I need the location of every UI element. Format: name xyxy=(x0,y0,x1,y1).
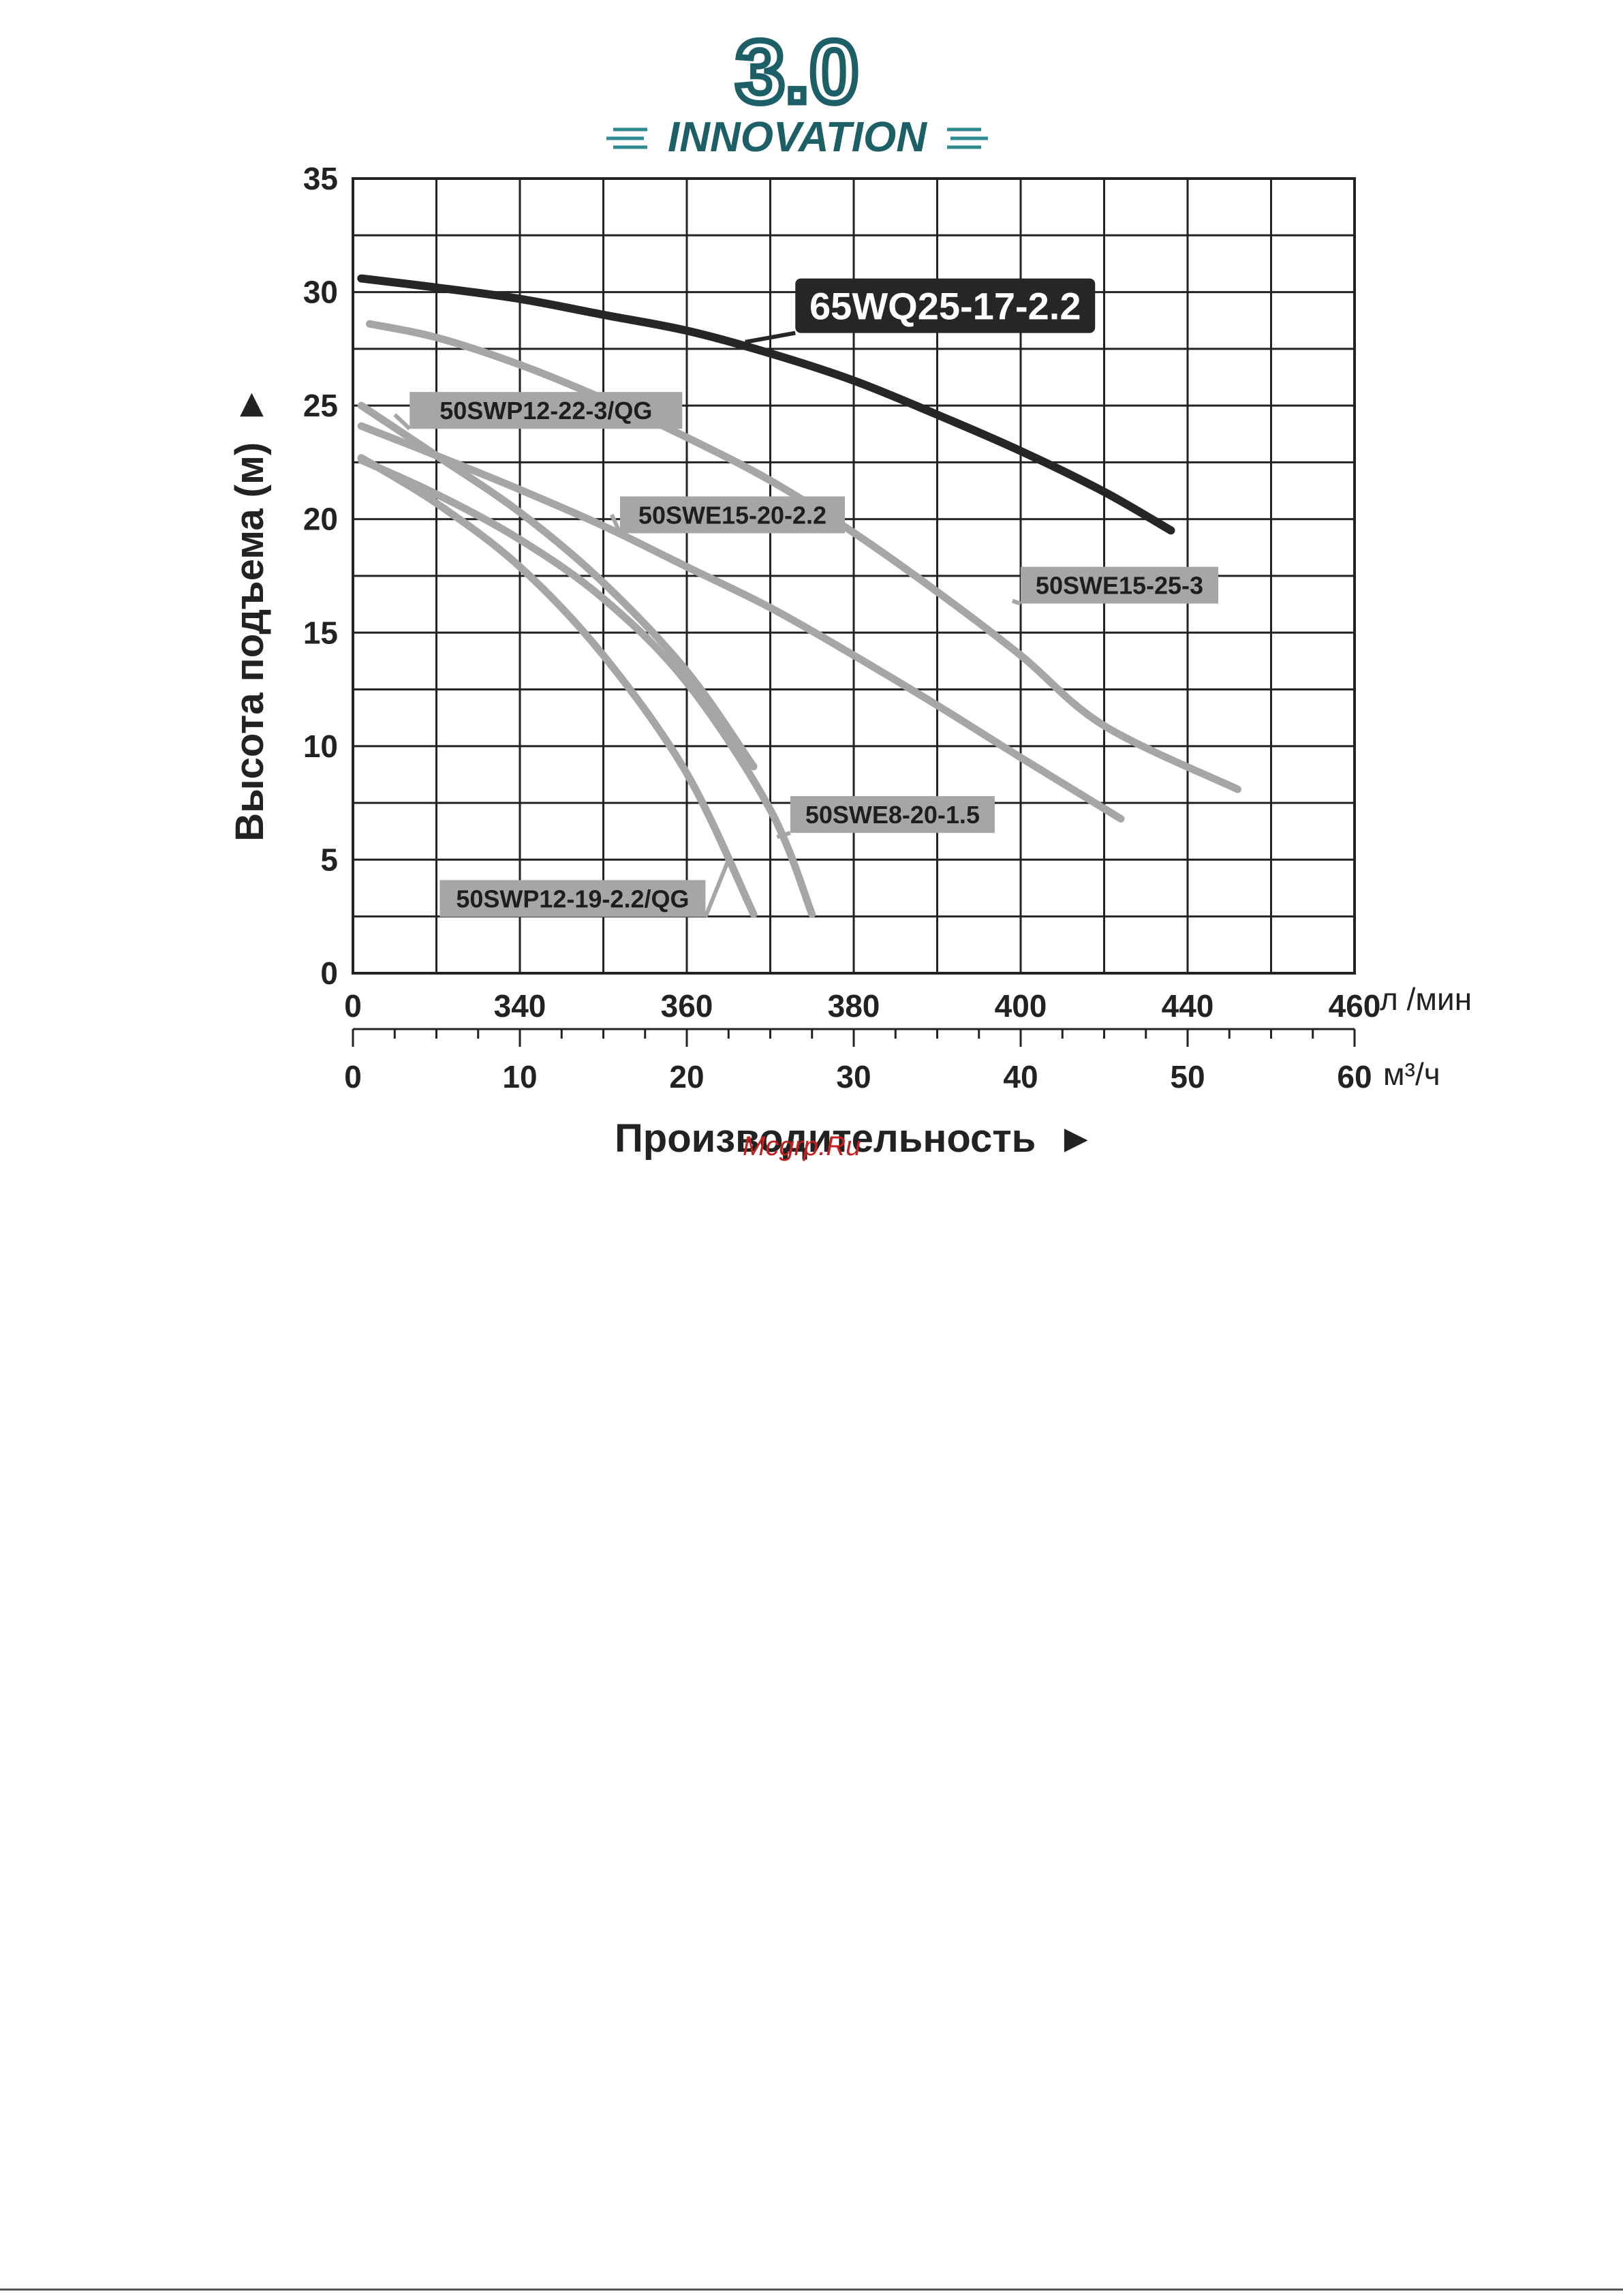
plot-frame xyxy=(352,177,1356,975)
logo-top-text: 3.0 xyxy=(736,27,859,121)
y-tick-label: 25 xyxy=(303,388,338,423)
x-tick-label-m3h: 10 xyxy=(502,1059,537,1095)
curve-label: 50SWE8-20-1.5 xyxy=(776,796,995,839)
series-line xyxy=(366,320,1241,793)
y-axis-title: Высота подъема (м) ► xyxy=(228,385,272,842)
brand-logo: 3.0 INNOVATION xyxy=(606,27,988,157)
series-line xyxy=(357,401,758,771)
curve-label-text: 50SWE15-20-2.2 xyxy=(638,501,826,529)
curve-label-leader xyxy=(745,331,796,344)
x-tick-label-m3h: 20 xyxy=(669,1059,704,1095)
x-tick-label-m3h: 0 xyxy=(344,1059,362,1095)
curve-label-text: 50SWP12-19-2.2/QG xyxy=(456,885,689,913)
series-line xyxy=(357,422,1125,823)
y-tick-label: 0 xyxy=(320,955,338,991)
pump-performance-chart: 65WQ25-17-2.2 50SWE15-25-3 50SWE15-20-2.2 5… xyxy=(228,161,1472,1161)
logo-bottom-text: INNOVATION xyxy=(668,114,927,157)
curve-label-leader xyxy=(703,859,731,918)
x-axis-title: Производительность ► xyxy=(615,1116,1096,1161)
y-axis-title-arrow: ► xyxy=(228,385,272,424)
curve-label: 50SWP12-22-3/QG xyxy=(393,392,683,431)
curve-label: 50SWE15-25-3 xyxy=(1011,566,1218,606)
curve-label-text: 50SWE8-20-1.5 xyxy=(805,801,980,829)
curve-label-leader xyxy=(610,513,622,534)
svg-text:Высота подъема (м) ►: Высота подъема (м) ► xyxy=(228,385,272,842)
series-line xyxy=(357,454,758,918)
x-tick-label-lmin: 400 xyxy=(995,988,1047,1024)
x-tick-label-lmin: 360 xyxy=(661,988,713,1024)
logo-speed-lines xyxy=(606,127,988,149)
x-tick-label-lmin: 460 xyxy=(1329,988,1381,1024)
x-axis-title-text: Производительность xyxy=(615,1116,1036,1161)
x-tick-label-lmin: 440 xyxy=(1162,988,1214,1024)
curve-label-leader xyxy=(393,413,412,431)
watermark: Mcgrp.Ru xyxy=(743,1131,861,1161)
curve-labels: 65WQ25-17-2.2 50SWE15-25-3 50SWE15-20-2.2 5… xyxy=(393,278,1218,918)
curve-label-box xyxy=(409,392,683,429)
x-tick-label-m3h: 30 xyxy=(836,1059,871,1095)
y-tick-label: 15 xyxy=(303,615,338,650)
series-line xyxy=(357,456,816,918)
curve-label: 50SWE15-20-2.2 xyxy=(610,496,845,534)
x-tick-label-lmin: 0 xyxy=(344,988,362,1024)
curve-label-box xyxy=(439,880,706,917)
curve-label-box xyxy=(620,496,845,534)
curve-label: 65WQ25-17-2.2 xyxy=(745,278,1096,344)
x-unit-secondary: л /мин xyxy=(1380,981,1472,1017)
page-bottom-rule xyxy=(0,2289,1623,2291)
x-tick-label-lmin: 340 xyxy=(494,988,546,1024)
x-tick-label-lmin: 380 xyxy=(828,988,880,1024)
x-axis-title-arrow: ► xyxy=(1056,1116,1095,1161)
y-tick-label: 20 xyxy=(303,502,338,537)
y-tick-label: 5 xyxy=(320,842,338,877)
y-tick-label: 10 xyxy=(303,729,338,764)
curve-label-text: 50SWP12-22-3/QG xyxy=(439,397,652,425)
chart-axes: 0 5 10 15 20 25 30 35 0 340 360 380 400 440 460 0 10 20 30… xyxy=(303,161,1381,1095)
curve-label: 50SWP12-19-2.2/QG xyxy=(439,859,731,918)
y-tick-label: 35 xyxy=(303,161,338,196)
curve-label-box xyxy=(1021,566,1218,604)
curve-label-box xyxy=(795,278,1096,333)
curve-label-box xyxy=(790,796,995,833)
chart-curves xyxy=(357,274,1241,918)
y-axis-title-text: Высота подъема (м) xyxy=(228,442,272,842)
curve-label-text: 65WQ25-17-2.2 xyxy=(809,285,1081,328)
x-unit-primary: м³/ч xyxy=(1383,1056,1440,1092)
curve-label-leader xyxy=(1011,598,1021,606)
y-tick-label: 30 xyxy=(303,275,338,310)
x-tick-label-m3h: 60 xyxy=(1337,1059,1372,1095)
series-line xyxy=(357,274,1175,535)
x-tick-label-m3h: 50 xyxy=(1170,1059,1205,1095)
curve-label-leader xyxy=(776,831,791,839)
curve-label-text: 50SWE15-25-3 xyxy=(1036,572,1203,600)
x-tick-label-m3h: 40 xyxy=(1003,1059,1038,1095)
